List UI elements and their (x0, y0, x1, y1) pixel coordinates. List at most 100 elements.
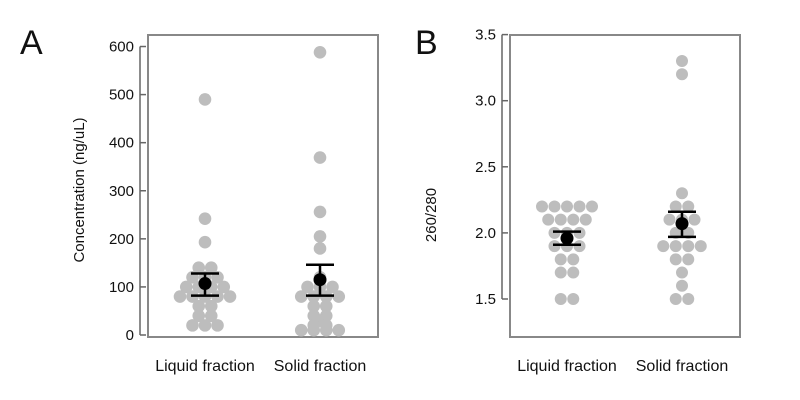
panel-b-category-solid: Solid fraction (636, 358, 729, 375)
data-point (319, 323, 333, 337)
data-point (204, 309, 218, 323)
y-tick-label: 100 (109, 279, 134, 296)
data-point (217, 280, 231, 294)
data-point (554, 266, 567, 279)
mean-point (313, 273, 327, 287)
data-point (676, 279, 688, 292)
panel-a-summary (191, 263, 334, 297)
data-point (573, 200, 586, 213)
data-point (223, 290, 237, 303)
data-point (204, 261, 218, 274)
data-point (579, 213, 592, 226)
data-point (682, 200, 695, 213)
data-point (554, 213, 567, 226)
panel-b-letter: B (415, 24, 438, 62)
data-point (676, 266, 688, 279)
data-point (301, 280, 314, 294)
mean-point (198, 277, 212, 291)
data-point (567, 253, 580, 266)
data-point (663, 213, 676, 226)
data-point (682, 293, 695, 305)
panel-a-y-axis: 0 100 200 300 400 500 600 (109, 39, 146, 344)
data-point (198, 212, 212, 225)
y-tick-label: 0 (126, 327, 134, 344)
data-point (676, 187, 688, 200)
data-point (332, 323, 346, 337)
mean-point (560, 231, 574, 245)
panel-b-plot-frame (509, 34, 741, 338)
data-point (567, 266, 580, 279)
panel-a-points (173, 45, 346, 337)
y-tick-label: 2.0 (475, 225, 496, 242)
data-point (669, 200, 682, 213)
panel-b-category-liquid: Liquid fraction (517, 358, 617, 375)
data-point (682, 240, 695, 253)
data-point (313, 205, 327, 219)
data-point (669, 240, 682, 253)
data-point (313, 230, 327, 243)
data-point (536, 200, 548, 213)
y-tick-label: 1.5 (475, 291, 496, 308)
data-point (179, 280, 193, 294)
data-point (211, 319, 224, 332)
data-point (694, 240, 707, 253)
y-tick-label: 2.5 (475, 159, 496, 176)
y-tick-label: 3.0 (475, 93, 496, 110)
data-point (173, 290, 187, 303)
data-point (332, 290, 346, 303)
data-point (313, 151, 327, 164)
data-point (192, 299, 206, 313)
panel-b-y-axis-title: 260/280 (423, 188, 440, 242)
data-point (688, 213, 701, 226)
panel-a-y-axis-title: Concentration (ng/uL) (71, 117, 88, 262)
data-point (561, 200, 573, 213)
y-tick-label: 3.5 (475, 27, 496, 44)
y-tick-label: 600 (109, 39, 134, 56)
data-point (326, 280, 339, 294)
data-point (319, 299, 333, 313)
data-point (198, 93, 212, 106)
panel-a-letter: A (20, 24, 43, 62)
data-point (682, 253, 695, 266)
panel-a-category-liquid: Liquid fraction (155, 358, 255, 375)
data-point (307, 299, 321, 313)
data-point (669, 293, 682, 305)
data-point (548, 226, 561, 239)
data-point (573, 240, 586, 253)
panel-a-category-solid: Solid fraction (274, 358, 367, 375)
mean-point (675, 217, 689, 231)
data-point (548, 240, 561, 253)
data-point (294, 323, 308, 337)
data-point (198, 319, 212, 332)
panel-b-points (536, 55, 707, 305)
panel-b: B 1.5 2.0 2.5 3.0 3.5 260/280 Liquid fractio… (415, 24, 741, 375)
panel-b-summary (553, 210, 696, 247)
data-point (294, 290, 308, 303)
y-tick-label: 400 (109, 135, 134, 152)
y-tick-label: 500 (109, 87, 134, 104)
data-point (676, 55, 688, 68)
y-tick-label: 300 (109, 183, 134, 200)
data-point (567, 293, 580, 305)
y-tick-label: 200 (109, 231, 134, 248)
data-point (186, 319, 199, 332)
data-point (554, 253, 567, 266)
data-point (586, 200, 598, 213)
panel-a-plot-frame (147, 34, 379, 338)
data-point (313, 242, 327, 255)
data-point (676, 68, 688, 81)
data-point (657, 240, 670, 253)
data-point (542, 213, 555, 226)
data-point (313, 45, 327, 59)
data-point (548, 200, 561, 213)
data-point (554, 293, 567, 305)
data-point (198, 235, 212, 249)
data-point (669, 253, 682, 266)
data-point (204, 299, 218, 313)
panel-b-y-axis: 1.5 2.0 2.5 3.0 3.5 (475, 27, 508, 308)
panel-a: A 0 100 200 300 400 500 600 Concentration (ng/… (20, 24, 379, 375)
data-point (192, 261, 206, 274)
data-point (192, 309, 206, 323)
data-point (567, 213, 580, 226)
